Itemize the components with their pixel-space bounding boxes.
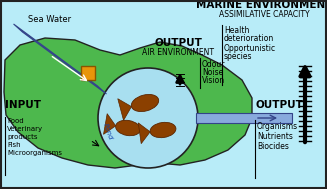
Text: Food: Food [7, 118, 24, 124]
Text: Organisms: Organisms [257, 122, 298, 131]
Polygon shape [4, 38, 252, 168]
Polygon shape [118, 99, 131, 120]
Text: products: products [7, 134, 38, 140]
Text: ASSIMILATIVE CAPACITY: ASSIMILATIVE CAPACITY [219, 10, 309, 19]
Polygon shape [13, 24, 107, 94]
Ellipse shape [150, 122, 176, 138]
Polygon shape [138, 123, 150, 144]
Circle shape [98, 68, 198, 168]
Text: MARINE ENVIRONMENT: MARINE ENVIRONMENT [196, 0, 327, 10]
Text: OUTPUT: OUTPUT [154, 38, 202, 48]
Text: species: species [224, 52, 252, 61]
Text: Pond: Pond [102, 123, 114, 141]
Text: AIR ENVIRONMENT: AIR ENVIRONMENT [142, 48, 214, 57]
Ellipse shape [116, 120, 140, 136]
Text: deterioration: deterioration [224, 34, 274, 43]
Text: Opportunistic: Opportunistic [224, 44, 276, 53]
Ellipse shape [131, 94, 159, 112]
Text: Veterinary: Veterinary [7, 126, 43, 132]
Text: Noise: Noise [202, 68, 223, 77]
Text: Microorganisms: Microorganisms [7, 150, 62, 156]
Text: Biocides: Biocides [257, 142, 289, 151]
Text: INPUT: INPUT [5, 100, 41, 110]
Polygon shape [196, 113, 292, 123]
Text: Sea Water: Sea Water [28, 15, 71, 24]
Text: Fish: Fish [7, 142, 21, 148]
Text: Vision: Vision [202, 76, 225, 85]
Text: Health: Health [224, 26, 250, 35]
Text: Nutrients: Nutrients [257, 132, 293, 141]
Text: OUTPUT: OUTPUT [255, 100, 303, 110]
Text: Odour: Odour [202, 60, 226, 69]
Polygon shape [104, 114, 116, 134]
Polygon shape [81, 66, 95, 80]
